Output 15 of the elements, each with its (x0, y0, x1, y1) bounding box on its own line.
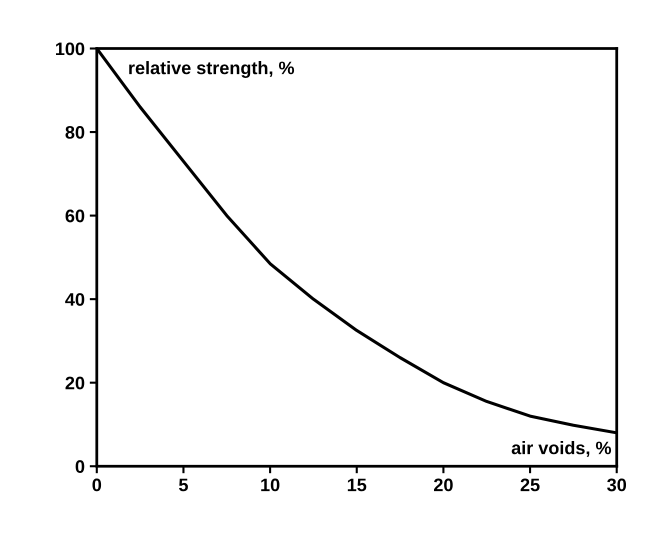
x-tick-label: 15 (348, 478, 366, 492)
y-tick-label: 0 (76, 460, 84, 473)
x-tick-label: 30 (607, 478, 626, 492)
x-tick-label: 25 (520, 478, 540, 492)
y-tick-label: 20 (66, 376, 84, 390)
y-tick-label: 60 (66, 210, 84, 222)
y-tick-label: 40 (65, 293, 84, 306)
x-tick-label: 10 (261, 478, 280, 492)
x-tick-label: 5 (178, 478, 188, 492)
y-tick-label: 100 (56, 42, 84, 56)
annotation: air voids, % (512, 441, 612, 457)
y-tick-label: 80 (65, 126, 84, 139)
annotation: relative strength, % (129, 61, 294, 78)
x-tick-label: 0 (92, 478, 102, 492)
x-tick-label: 20 (434, 478, 453, 492)
